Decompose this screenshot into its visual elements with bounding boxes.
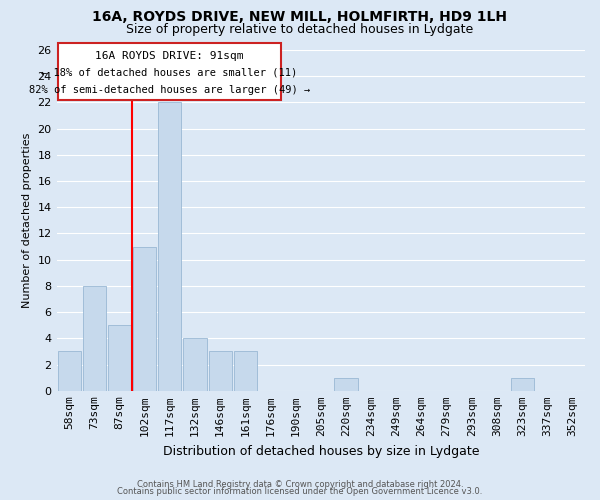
Text: 82% of semi-detached houses are larger (49) →: 82% of semi-detached houses are larger (… — [29, 84, 310, 94]
Bar — [83, 286, 106, 391]
Text: 16A ROYDS DRIVE: 91sqm: 16A ROYDS DRIVE: 91sqm — [95, 50, 244, 60]
Text: Size of property relative to detached houses in Lydgate: Size of property relative to detached ho… — [127, 22, 473, 36]
Bar — [209, 352, 232, 391]
Text: 16A, ROYDS DRIVE, NEW MILL, HOLMFIRTH, HD9 1LH: 16A, ROYDS DRIVE, NEW MILL, HOLMFIRTH, H… — [92, 10, 508, 24]
X-axis label: Distribution of detached houses by size in Lydgate: Distribution of detached houses by size … — [163, 444, 479, 458]
Bar — [334, 378, 358, 391]
Bar — [133, 246, 156, 391]
Text: Contains public sector information licensed under the Open Government Licence v3: Contains public sector information licen… — [118, 487, 482, 496]
Bar — [233, 352, 257, 391]
Bar — [184, 338, 206, 391]
Bar — [158, 102, 181, 391]
Bar — [108, 325, 131, 391]
Y-axis label: Number of detached properties: Number of detached properties — [22, 132, 32, 308]
Bar — [58, 44, 281, 100]
Bar — [58, 352, 80, 391]
Text: ← 18% of detached houses are smaller (11): ← 18% of detached houses are smaller (11… — [41, 68, 297, 78]
Bar — [511, 378, 533, 391]
Text: Contains HM Land Registry data © Crown copyright and database right 2024.: Contains HM Land Registry data © Crown c… — [137, 480, 463, 489]
